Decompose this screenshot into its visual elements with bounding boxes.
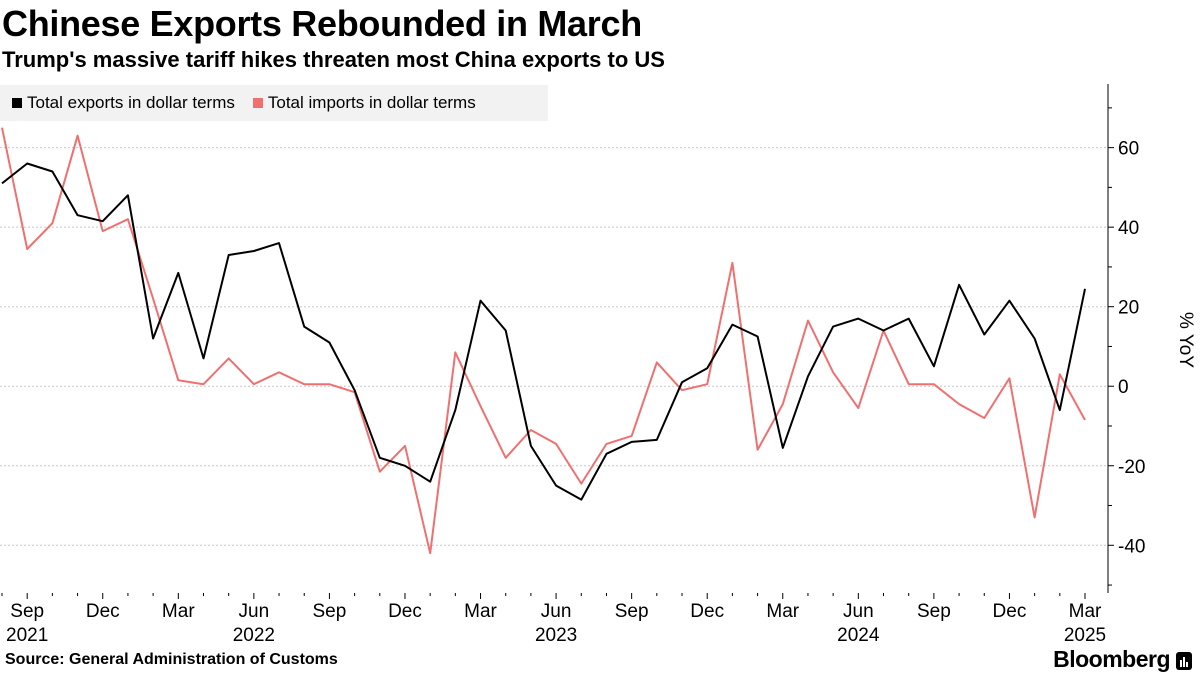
gridlines [0, 147, 1108, 546]
x-tick-label-month: Jun [239, 601, 270, 622]
x-axis-ticks: Sep 2021 Dec Mar Jun 2022 Sep Dec Mar Jun 2023 Sep D… [1, 593, 1106, 646]
chart-title: Chinese Exports Rebounded in March [2, 3, 642, 44]
legend-item-exports: Total exports in dollar terms [12, 93, 235, 113]
x-tick-label-month: Sep [615, 601, 649, 622]
legend-label-imports: Total imports in dollar terms [267, 93, 476, 112]
x-tick-label-month: Jun [843, 601, 874, 622]
legend-label-exports: Total exports in dollar terms [27, 93, 235, 112]
x-tick-label-year: 2024 [837, 625, 880, 646]
y-tick-label: -20 [1118, 457, 1145, 478]
bloomberg-terminal-icon [1176, 652, 1192, 670]
x-tick-label-month: Mar [162, 601, 195, 622]
y-tick-label: 0 [1118, 377, 1129, 398]
x-tick-label-year: 2021 [6, 625, 48, 646]
x-tick-label-month: Dec [690, 601, 724, 622]
x-tick-label-month: Sep [917, 601, 951, 622]
legend-swatch-imports [252, 98, 263, 108]
x-tick-label-month: Dec [388, 601, 422, 622]
source-note: Source: General Administration of Custom… [5, 651, 338, 668]
x-tick-label-month: Mar [1069, 601, 1102, 622]
legend-swatch-exports [12, 98, 22, 108]
y-tick-label: 60 [1118, 139, 1139, 160]
bloomberg-logo: Bloomberg [1053, 646, 1170, 672]
x-tick-label-month: Sep [10, 601, 44, 622]
x-tick-label-month: Mar [464, 601, 497, 622]
x-tick-label-year: 2022 [233, 625, 275, 646]
y-axis-ticks: 60 40 20 0 -20 -40 [1108, 107, 1145, 586]
x-tick-label-year: 2025 [1064, 625, 1106, 646]
y-axis-label: % YoY [1175, 312, 1196, 368]
x-tick-label-month: Dec [993, 601, 1027, 622]
series-lines [1, 127, 1086, 555]
legend-item-imports: Total imports in dollar terms [252, 93, 476, 113]
x-tick-label-month: Dec [86, 601, 120, 622]
y-tick-label: 20 [1118, 298, 1139, 319]
x-tick-label-month: Sep [313, 601, 347, 622]
y-tick-label: 40 [1118, 218, 1139, 239]
x-tick-label-month: Jun [541, 601, 572, 622]
x-tick-label-month: Mar [766, 601, 799, 622]
legend: Total exports in dollar terms Total impo… [0, 85, 548, 121]
x-tick-label-year: 2023 [535, 625, 577, 646]
chart-subtitle: Trump's massive tariff hikes threaten mo… [2, 47, 665, 72]
series-line-exports [1, 162, 1086, 501]
series-line-imports [1, 127, 1086, 555]
y-tick-label: -40 [1118, 536, 1145, 557]
